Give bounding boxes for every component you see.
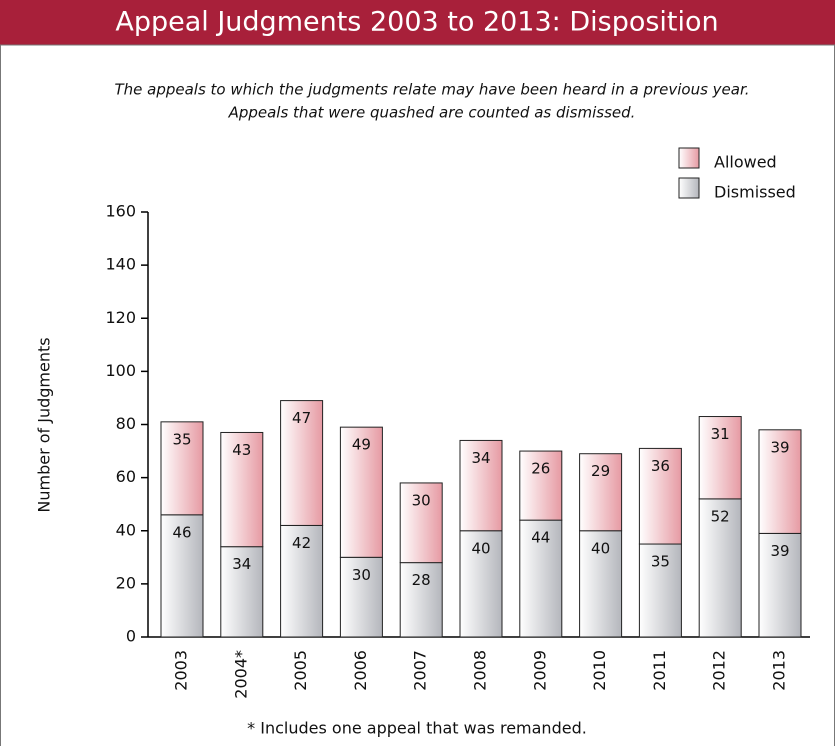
- bar-segment: [459, 530, 503, 638]
- bar-segment: [698, 498, 742, 638]
- data-label: 28: [412, 571, 431, 589]
- data-label: 39: [770, 438, 789, 456]
- bar-segment: [638, 543, 682, 638]
- bar-segment: [399, 482, 443, 564]
- bar-segment: [519, 450, 563, 521]
- y-tick-label: 20: [116, 573, 136, 592]
- bar-segment: [459, 439, 503, 532]
- data-label: 34: [232, 555, 251, 573]
- bar-segment: [339, 426, 383, 558]
- bar-segment: [579, 453, 623, 532]
- chart-title: Appeal Judgments 2003 to 2013: Dispositi…: [115, 7, 718, 38]
- bar-segment: [160, 514, 204, 638]
- data-label: 40: [471, 539, 490, 557]
- data-label: 40: [591, 539, 610, 557]
- subtitle: The appeals to which the judgments relat…: [114, 81, 749, 99]
- data-label: 31: [711, 425, 730, 443]
- footnote: * Includes one appeal that was remanded.: [247, 719, 587, 738]
- bar-segment: [758, 429, 802, 534]
- legend-label: Dismissed: [714, 183, 796, 202]
- x-tick-label: 2003: [172, 650, 191, 691]
- x-tick-label: 2006: [351, 650, 370, 691]
- x-tick-label: 2008: [471, 650, 490, 691]
- data-label: 30: [412, 491, 431, 509]
- x-tick-label: 2005: [291, 650, 310, 691]
- data-label: 26: [531, 460, 550, 478]
- legend-swatch: [678, 147, 700, 169]
- x-tick-label: 2012: [710, 650, 729, 691]
- data-label: 44: [531, 529, 550, 547]
- y-tick-label: 160: [105, 202, 136, 221]
- data-label: 35: [651, 553, 670, 571]
- bar-segment: [220, 431, 264, 548]
- bar-segment: [758, 532, 802, 638]
- x-tick-label: 2011: [650, 650, 669, 691]
- data-label: 34: [471, 449, 490, 467]
- data-label: 47: [292, 409, 311, 427]
- bar-segment: [280, 524, 324, 638]
- data-label: 29: [591, 462, 610, 480]
- bar-segment: [220, 546, 264, 638]
- title-bar: [0, 0, 835, 45]
- y-tick-label: 40: [116, 520, 136, 539]
- bar-segment: [399, 562, 443, 638]
- y-tick-label: 0: [126, 627, 136, 646]
- data-label: 52: [711, 507, 730, 525]
- data-label: 39: [770, 542, 789, 560]
- data-label: 46: [172, 523, 191, 541]
- bar-segment: [698, 416, 742, 500]
- legend-label: Allowed: [714, 153, 777, 172]
- x-tick-label: 2010: [590, 650, 609, 691]
- x-tick-label: 2009: [530, 650, 549, 691]
- x-tick-label: 2013: [770, 650, 789, 691]
- bar-segment: [579, 530, 623, 638]
- bar-segment: [280, 400, 324, 526]
- bar-segment: [160, 421, 204, 516]
- y-tick-label: 140: [105, 255, 136, 274]
- y-tick-label: 80: [116, 414, 136, 433]
- x-tick-label: 2004*: [231, 650, 250, 699]
- y-tick-label: 60: [116, 467, 136, 486]
- y-axis-label: Number of Judgments: [35, 337, 54, 512]
- data-label: 42: [292, 534, 311, 552]
- data-label: 49: [352, 436, 371, 454]
- y-tick-label: 120: [105, 308, 136, 327]
- y-tick-label: 100: [105, 361, 136, 380]
- legend-swatch: [678, 177, 700, 199]
- x-tick-label: 2007: [411, 650, 430, 691]
- bar-segment: [638, 447, 682, 545]
- data-label: 43: [232, 441, 251, 459]
- bar-segment: [519, 519, 563, 638]
- data-label: 35: [172, 430, 191, 448]
- data-label: 36: [651, 457, 670, 475]
- data-label: 30: [352, 566, 371, 584]
- subtitle: Appeals that were quashed are counted as…: [228, 104, 636, 122]
